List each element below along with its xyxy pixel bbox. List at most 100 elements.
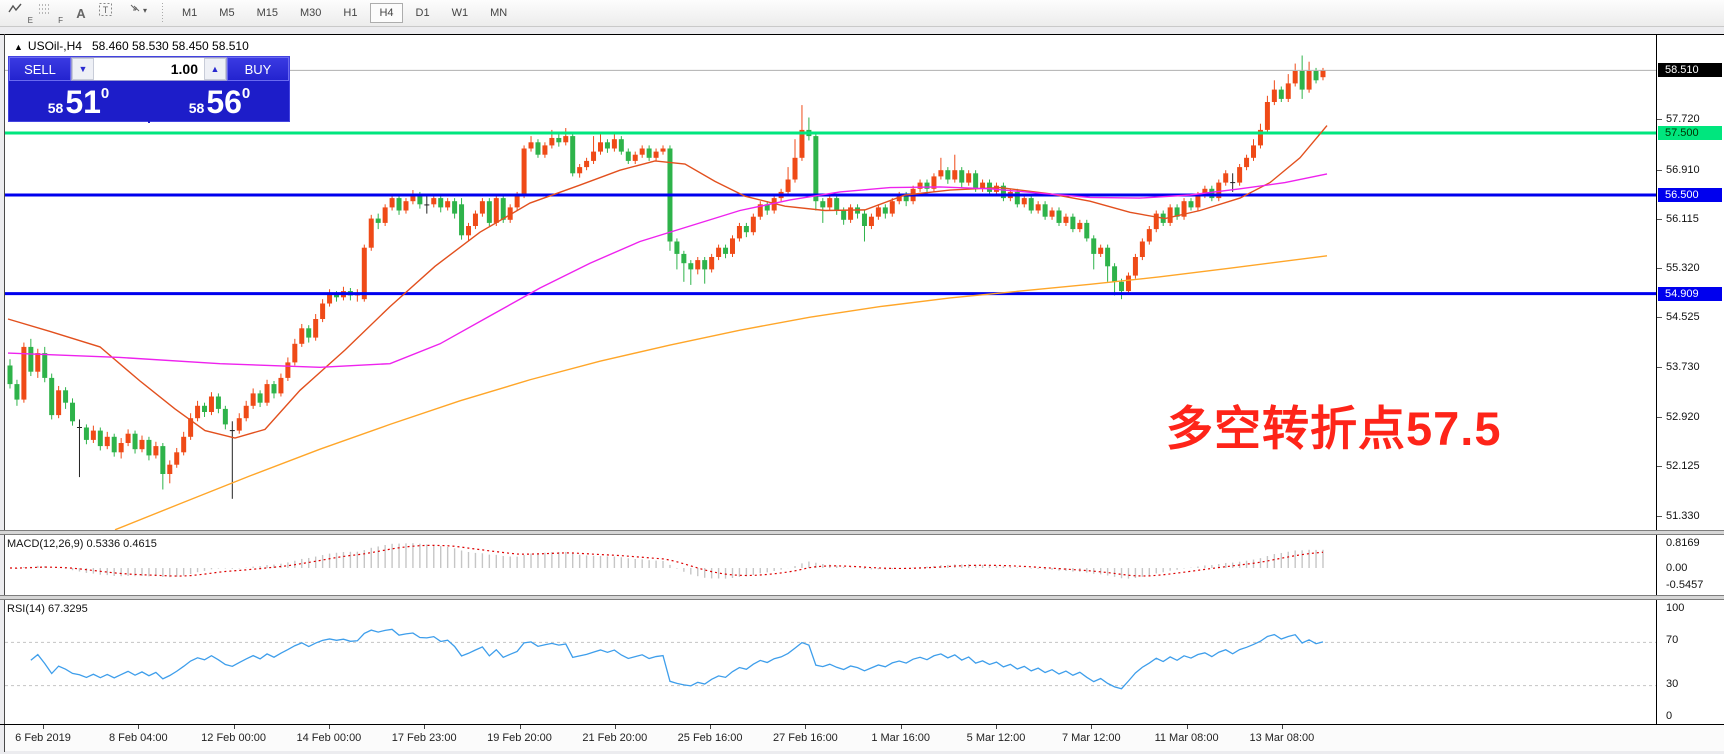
volume-decrease-button[interactable]: ▼: [72, 58, 94, 80]
time-axis-label: 5 Mar 12:00: [966, 732, 1026, 744]
price-divider: [148, 81, 150, 123]
time-tick-mark: [805, 725, 807, 729]
svg-text:T: T: [103, 5, 109, 15]
price-badge-58.510: 58.510: [1658, 63, 1722, 78]
ma-slow: [114, 255, 1328, 530]
price-tick-mark: [1657, 416, 1662, 418]
time-axis-label: 8 Feb 04:00: [108, 732, 168, 744]
macd-scale-label: 0.00: [1666, 562, 1688, 574]
rsi-panel[interactable]: [5, 600, 1656, 724]
price-tick-mark: [1657, 169, 1662, 171]
rsi-scale-label: 0: [1666, 710, 1673, 722]
time-axis-label: 1 Mar 16:00: [871, 732, 931, 744]
macd-values: 0.5336 0.4615: [86, 538, 157, 550]
buy-price-display[interactable]: 58 56 0: [150, 81, 289, 123]
price-tick-mark: [1657, 366, 1662, 368]
sell-price-main: 51: [65, 84, 101, 120]
symbol-marker-icon: ▲: [14, 42, 23, 52]
toolbar-separator: [162, 3, 163, 23]
price-tick-label: 55.320: [1666, 262, 1700, 275]
text-box-icon[interactable]: T: [98, 2, 124, 24]
time-axis-label: 14 Feb 00:00: [296, 732, 362, 744]
buy-price-prefix: 58: [188, 100, 205, 116]
price-badge-56.500: 56.500: [1658, 188, 1722, 202]
macd-panel-splitter[interactable]: [0, 530, 1724, 535]
time-tick-mark: [233, 725, 235, 729]
price-tick-mark: [1657, 515, 1662, 517]
rsi-panel-splitter[interactable]: [0, 595, 1724, 600]
price-tick-mark: [1657, 218, 1662, 220]
price-tick-label: 51.330: [1666, 509, 1700, 522]
toolbar-icon-group: E F A T ▾: [8, 2, 158, 25]
time-tick-mark: [614, 725, 616, 729]
rsi-label: RSI(14) 67.3295: [7, 603, 88, 615]
grid-icon[interactable]: F: [39, 4, 63, 25]
time-tick-mark: [138, 725, 140, 729]
toolbar: E F A T ▾ M1 M5 M15 M30 H1 H4 D1 W1 MN: [0, 0, 1724, 27]
sell-price-prefix: 58: [47, 100, 64, 116]
candlestick-chart: [5, 55, 1656, 530]
price-tick-label: 53.730: [1666, 360, 1700, 373]
time-tick-mark: [1281, 725, 1283, 729]
timeframe-button-m1[interactable]: M1: [182, 7, 198, 19]
timeframe-button-m30[interactable]: M30: [299, 7, 322, 19]
time-axis[interactable]: 6 Feb 2019 8 Feb 04:00 12 Feb 00:00 14 Feb …: [5, 725, 1724, 751]
rsi-scale-label: 70: [1666, 634, 1679, 647]
time-axis-label: 7 Mar 12:00: [1061, 732, 1121, 744]
time-axis-label: 13 Mar 08:00: [1249, 732, 1315, 744]
time-tick-mark: [519, 725, 521, 729]
ma-mid: [7, 173, 1328, 369]
timeframe-button-mn[interactable]: MN: [490, 7, 508, 19]
chart-title: ▲ USOil-,H4 58.460 58.530 58.450 58.510: [14, 39, 249, 53]
price-badge-54.909: 54.909: [1658, 286, 1722, 301]
time-tick-mark: [996, 725, 997, 729]
volume-spinner: ▼ ▲: [71, 57, 227, 81]
volume-increase-button[interactable]: ▲: [204, 58, 226, 80]
symbol-label: USOil-,H4: [27, 39, 82, 53]
timeframe-button-w1[interactable]: W1: [451, 7, 469, 19]
arrange-icon[interactable]: ▾: [128, 2, 154, 24]
sell-price-display[interactable]: 58 51 0: [9, 81, 148, 123]
macd-scale-label: 0.8169: [1666, 537, 1700, 549]
sell-button[interactable]: SELL: [9, 57, 71, 81]
time-axis-label: 11 Mar 08:00: [1154, 732, 1219, 744]
timeframe-button-m15[interactable]: M15: [256, 7, 278, 19]
time-axis-label: 6 Feb 2019: [15, 732, 71, 744]
timeframe-button-m5[interactable]: M5: [219, 7, 235, 19]
buy-button[interactable]: BUY: [227, 57, 289, 81]
time-axis-label: 27 Feb 16:00: [772, 732, 838, 744]
macd-panel[interactable]: [5, 535, 1656, 595]
price-tick-mark: [1657, 317, 1662, 319]
price-tick-label: 57.720: [1666, 113, 1700, 126]
time-tick-mark: [1091, 725, 1093, 729]
ma-fast: [7, 125, 1328, 439]
time-tick-mark: [710, 725, 712, 729]
ohlc-quote-text: 58.460 58.530 58.450 58.510: [91, 39, 249, 53]
text-label-icon[interactable]: A: [76, 5, 86, 21]
timeframe-button-h4[interactable]: H4: [370, 3, 403, 23]
timeframe-button-h1[interactable]: H1: [343, 7, 358, 19]
rsi-plot: [5, 628, 1656, 690]
time-axis-label: 12 Feb 00:00: [201, 732, 267, 744]
time-tick-mark: [900, 725, 902, 729]
price-tick-label: 56.115: [1666, 212, 1699, 225]
price-scale[interactable]: 57.720 56.910 56.115 55.320 54.525 53.730 52.9…: [1656, 35, 1724, 725]
buy-price-pip: 0: [241, 85, 251, 102]
annotation-text: 多空转折点57.5: [1166, 402, 1502, 455]
indicators-icon[interactable]: E: [8, 2, 34, 25]
one-click-trading-panel: SELL ▼ ▲ BUY 58 51 0 58 56 0: [8, 56, 290, 123]
chart-window-top-border: [0, 34, 1724, 35]
price-tick-mark: [1657, 119, 1662, 121]
svg-text:▾: ▾: [143, 6, 147, 15]
volume-input[interactable]: [94, 58, 204, 80]
price-tick-label: 54.525: [1666, 311, 1700, 324]
price-tick-label: 52.125: [1666, 460, 1700, 473]
price-tick-mark: [1657, 268, 1662, 270]
time-axis-border: [0, 724, 1724, 725]
macd-scale-label: -0.5457: [1666, 579, 1704, 591]
rsi-scale-label: 100: [1666, 602, 1685, 614]
timeframe-button-d1[interactable]: D1: [415, 7, 430, 19]
rsi-value: 67.3295: [47, 603, 88, 615]
macd-label: MACD(12,26,9) 0.5336 0.4615: [7, 538, 157, 550]
time-tick-mark: [328, 725, 330, 729]
